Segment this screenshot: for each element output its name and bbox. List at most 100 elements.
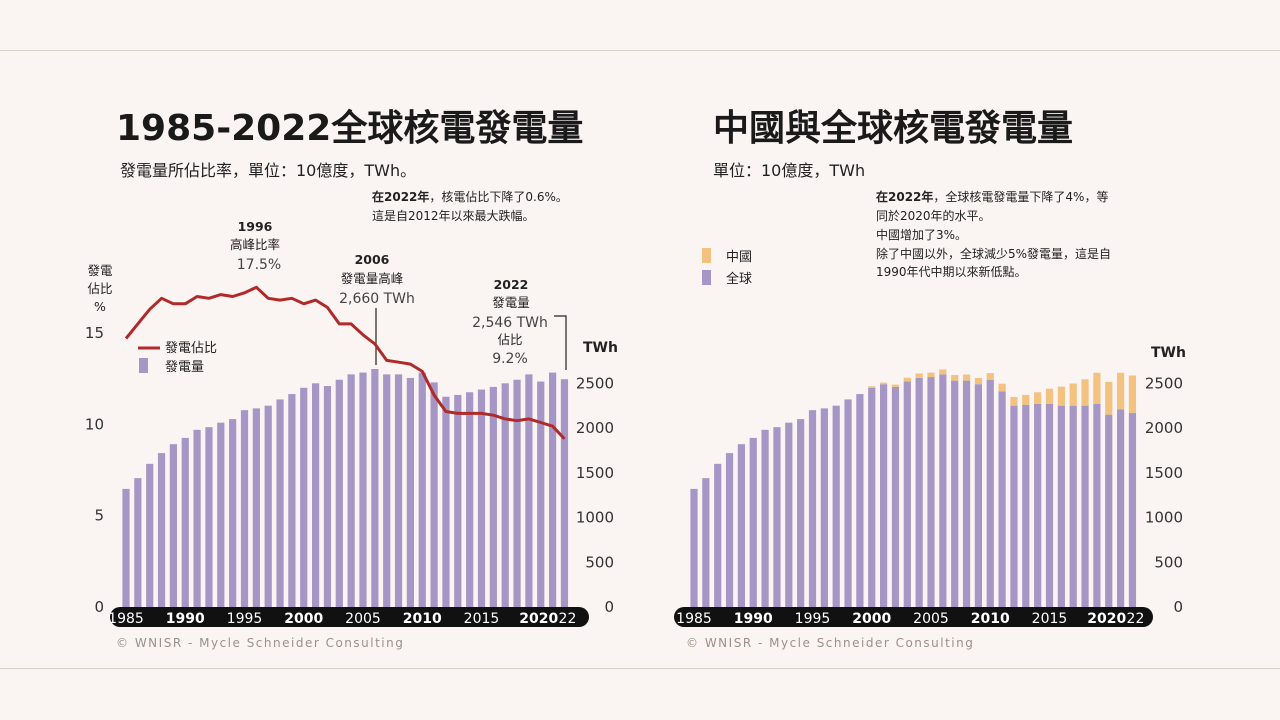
peak-share-label: 高峰比率 [230,237,280,252]
generation-bar [466,392,474,607]
world-bar [797,419,805,607]
china-bar [998,383,1006,392]
world-bar [1010,405,1018,607]
china-bar [1117,372,1125,410]
world-bar [714,463,722,607]
left-note-line2: 這是自2012年以來最大跌幅。 [372,208,535,223]
left-y-axis-left: 0 5 10 15 [85,324,104,616]
world-bar [749,437,757,607]
x-tick: 22 [559,611,577,627]
legend-china-label: 中國 [726,250,752,265]
world-bar [1105,414,1113,607]
generation-bar [359,372,367,607]
generation-bar [454,394,462,607]
world-bar [1034,403,1042,607]
china-bar [986,373,994,380]
generation-bar [477,389,486,607]
x-tick: 1990 [166,611,205,627]
x-tick: 2005 [345,611,381,627]
world-bar [1022,404,1030,607]
generation-bar [300,387,308,607]
generation-bar [134,478,142,607]
right-note-line2: 同於2020年的水平。 [876,208,991,223]
legend-bar-swatch [139,358,148,373]
world-bar [773,427,781,607]
right-y-tick: 1000 [576,509,614,527]
left-right-axis-unit: TWh [583,340,618,356]
china-bar [927,372,935,378]
world-bar [725,453,734,607]
peak-gen-value: 2,660 TWh [339,291,415,307]
right-note-line4: 除了中國以外，全球減少5%發電量，這是自 [876,246,1111,261]
right-y-tick: 2500 [1145,374,1183,392]
generation-bar [513,379,521,607]
top-divider [0,50,1280,51]
generation-bar [252,408,260,607]
right-y-tick: 2000 [1145,419,1183,437]
peak-share-value: 17.5% [237,257,281,273]
world-bar [1093,403,1101,607]
world-bar [939,374,947,607]
x-tick: 2000 [284,611,323,627]
right-y-tick: 0 [1173,598,1183,616]
generation-bar [157,453,166,607]
left-ylabel-line1: 發電 [87,263,113,278]
left-y-tick: 10 [85,415,104,433]
world-bar [927,377,935,607]
left-bars [122,369,569,607]
x-tick: 1995 [227,611,263,627]
china-bar [891,384,900,387]
right-y-tick: 1500 [576,464,614,482]
china-bar [974,377,982,385]
generation-bar [430,382,438,607]
right-bars [690,369,1137,607]
generation-bar [347,374,355,607]
share-line [124,285,566,440]
legend-bar-label: 發電量 [165,360,204,375]
right-y-tick: 500 [1154,553,1183,571]
china-bar [915,373,923,378]
left-ylabel-line3: % [94,299,106,314]
world-bar [702,478,710,607]
right-y-tick: 1500 [1145,464,1183,482]
world-bar [903,381,911,607]
china-bar [1069,383,1077,406]
world-bar [737,444,745,607]
generation-bar [323,386,332,607]
generation-bar [288,394,296,607]
right-y-tick: 2000 [576,419,614,437]
generation-bar [122,488,130,607]
left-chart-subtitle: 發電量所佔比率，單位：10億度，TWh。 [120,161,416,180]
right-y-tick: 500 [585,553,614,571]
last-share-value: 9.2% [492,351,528,367]
right-credit: © WNISR - Mycle Schneider Consulting [686,636,974,650]
x-tick: 2015 [1032,611,1068,627]
legend-china-swatch [702,248,711,263]
x-tick: 2010 [971,611,1010,627]
generation-bar [442,396,450,607]
x-tick: 2015 [464,611,500,627]
generation-bar [169,444,177,607]
world-bar [1081,405,1089,607]
world-bar [974,384,982,607]
world-bar [962,380,971,607]
china-bar [1105,381,1113,415]
china-bar [962,374,971,381]
left-y-tick: 15 [85,324,104,342]
x-tick: 1985 [676,611,712,627]
generation-bar [549,372,557,607]
x-tick: 22 [1127,611,1145,627]
china-bar [1022,394,1030,405]
world-bar [951,380,959,607]
left-chart-title: 1985-2022全球核電發電量 [116,107,583,149]
china-bar [951,375,959,381]
right-y-tick: 0 [604,598,614,616]
china-bar [1010,397,1018,406]
china-bar [903,377,911,382]
generation-bar [501,383,509,607]
generation-bar [146,463,154,607]
generation-bar [181,437,189,607]
china-bar [1128,375,1137,413]
china-bar [939,369,947,375]
china-bar [1081,379,1089,406]
